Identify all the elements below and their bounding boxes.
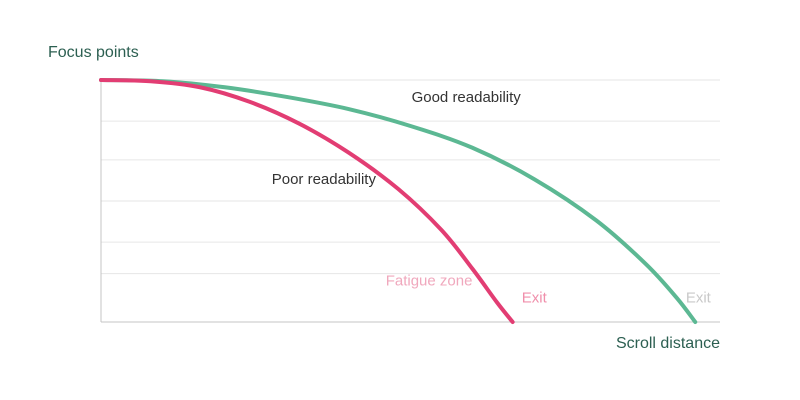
annotations: Good readability Poor readability Fatigue … [272, 89, 712, 307]
curves [99, 78, 698, 324]
good-label: Good readability [412, 89, 522, 106]
poor-readability-line [99, 78, 515, 324]
fatigue-label: Fatigue zone [386, 273, 473, 290]
x-axis-label: Scroll distance [616, 335, 720, 352]
exit-poor-label: Exit [522, 290, 548, 307]
good-readability-line [99, 78, 698, 324]
y-axis-label: Focus points [48, 44, 139, 61]
exit-good-label: Exit [686, 290, 712, 307]
poor-label: Poor readability [272, 171, 377, 188]
